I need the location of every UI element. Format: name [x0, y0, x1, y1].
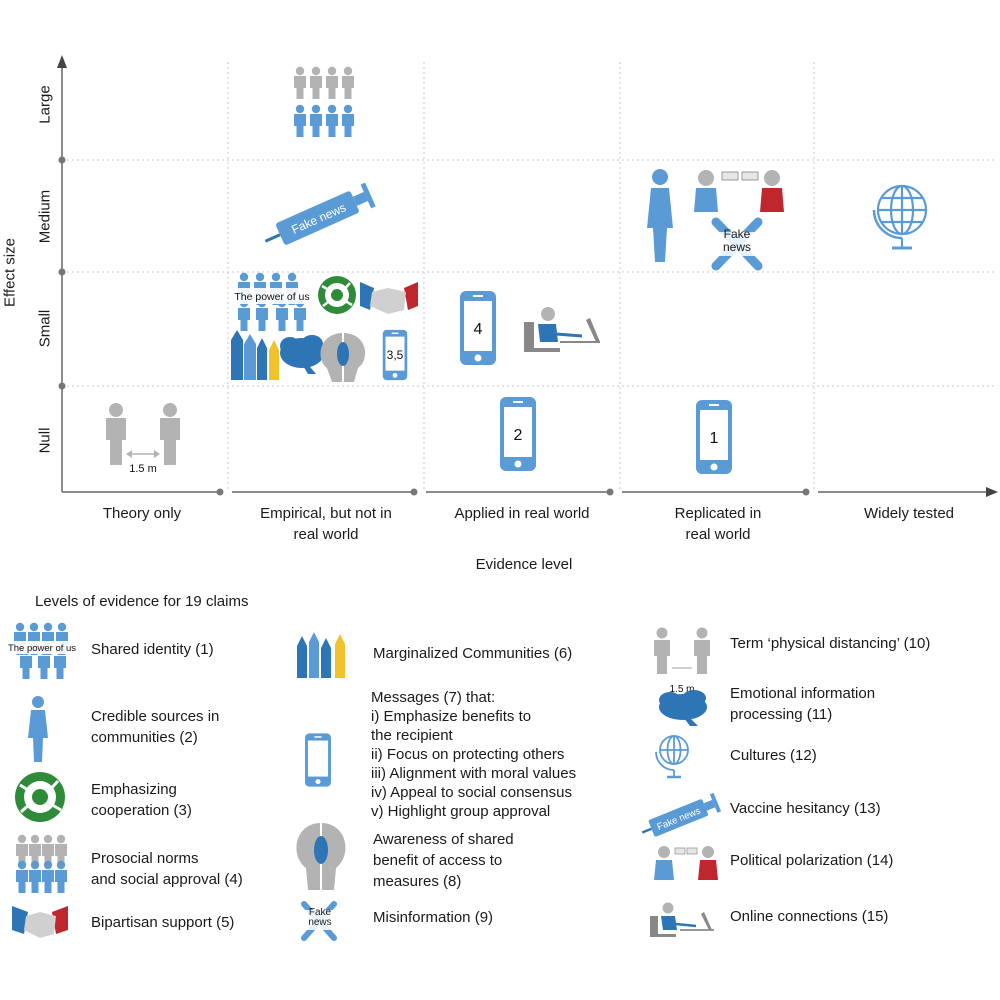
legend-people-grid-icon	[16, 834, 67, 893]
legend-item-shared-benefit: Awareness of shared benefit of access to…	[373, 831, 514, 890]
x-level-empirical: Empirical, but not in real world	[260, 505, 392, 543]
handshake-icon	[360, 282, 418, 314]
legend-item-vaccine-hesitancy: Vaccine hesitancy (13)	[730, 800, 881, 817]
legend-item-emotional-processing: Emotional information processing (11)	[730, 685, 876, 723]
x-level-replicated: Replicated in real world	[674, 505, 762, 543]
legend-distancing-icon	[654, 627, 710, 674]
legend-item-political-polarization: Political polarization (14)	[730, 852, 894, 869]
legend-distance-label: 1.5 m	[669, 684, 694, 695]
x-axis	[62, 487, 998, 497]
legend-cooperation-icon	[15, 772, 65, 822]
group-label: The power of us	[234, 291, 309, 303]
legend-item-prosocial-norms: Prosocial norms and social approval (4)	[91, 850, 243, 888]
legend-crossed-fake-news-icon	[301, 901, 337, 941]
legend-item-cooperation: Emphasizing cooperation (3)	[91, 781, 192, 819]
legend-item-bipartisan: Bipartisan support (5)	[91, 914, 235, 931]
x-level-widely: Widely tested	[863, 505, 955, 522]
crossed-fake-news-label: Fake news	[722, 228, 751, 254]
x-level-theory: Theory only	[102, 505, 182, 522]
legend-item-marginalized: Marginalized Communities (6)	[373, 645, 573, 662]
y-level-null: Null	[36, 427, 54, 454]
legend-heads-icon	[296, 823, 346, 890]
legend-woman-icon	[28, 696, 48, 762]
phone-label-4: 4	[474, 321, 483, 338]
legend-group-label: The power of us	[8, 643, 76, 654]
legend-item-online-connections: Online connections (15)	[730, 908, 889, 925]
y-axis-title: Effect size	[1, 238, 19, 307]
legend-handshake-icon	[12, 906, 68, 938]
legend-item-shared-identity: Shared identity (1)	[91, 641, 214, 658]
heads-icon	[320, 333, 366, 382]
x-axis-title: Evidence level	[475, 556, 573, 573]
legend-item-misinformation: Misinformation (9)	[373, 909, 494, 926]
crossed-fake-news-icon	[711, 217, 763, 271]
y-level-medium: Medium	[36, 189, 54, 244]
x-level-applied: Applied in real world	[454, 505, 590, 522]
legend-globe-icon	[655, 735, 689, 779]
legend-debate-icon	[654, 846, 718, 880]
phone-label-1: 1	[710, 430, 719, 447]
y-axis	[57, 55, 67, 492]
y-level-small: Small	[36, 309, 54, 348]
legend-fake-news-label: Fake news	[308, 908, 332, 928]
legend-title: Levels of evidence for 19 claims	[35, 593, 249, 610]
legend-item-physical-distancing: Term ‘physical distancing’ (10)	[730, 635, 931, 652]
grid-lines	[62, 62, 995, 492]
distance-label: 1.5 m	[129, 463, 157, 475]
phone-label-3-5: 3,5	[387, 348, 404, 362]
pencils-icon	[231, 330, 279, 380]
debate-icon	[694, 170, 784, 212]
globe-icon	[872, 184, 928, 250]
woman-icon	[647, 169, 673, 262]
syringe-icon: Fake news	[264, 182, 376, 245]
distancing-icon	[106, 403, 180, 465]
legend-phone-icon	[305, 733, 331, 787]
y-level-large: Large	[36, 85, 54, 124]
legend-item-messages: Messages (7) that: i) Emphasize benefits…	[371, 689, 577, 820]
cooperation-icon	[318, 276, 356, 314]
computer-user-icon	[524, 307, 600, 352]
legend-item-credible-sources: Credible sources in communities (2)	[91, 708, 220, 746]
legend-pencils-icon	[297, 632, 345, 678]
legend-item-cultures: Cultures (12)	[730, 747, 817, 764]
phone-label-2: 2	[514, 427, 523, 444]
legend-syringe-icon: Fake news	[641, 792, 722, 837]
people-grid-icon	[294, 66, 354, 137]
legend-computer-user-icon	[650, 902, 714, 937]
legend-brain-icon	[659, 690, 707, 726]
brain-icon	[280, 335, 324, 374]
